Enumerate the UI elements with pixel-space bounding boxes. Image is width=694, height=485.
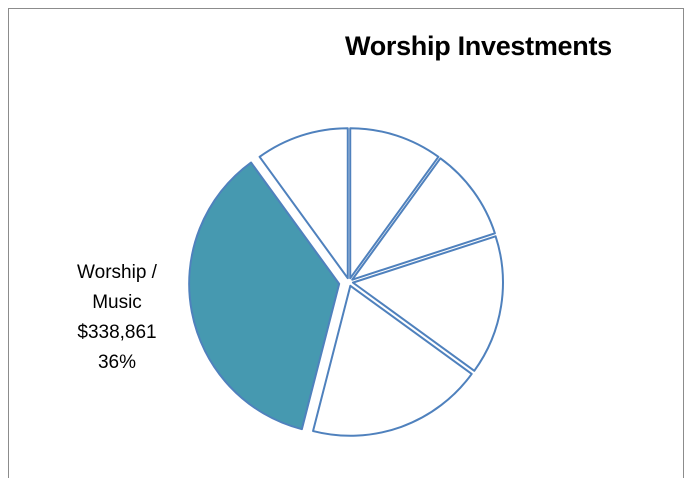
- slice-label-line-1: Worship /: [77, 262, 157, 283]
- slice-label-line-2: Music: [92, 292, 142, 313]
- pie-slice-3: [351, 235, 504, 372]
- worship-music-slice-label: Worship / Music $338,861 36%: [52, 258, 182, 378]
- pie-slice-2: [351, 157, 496, 281]
- pie-slice-4: [312, 284, 473, 437]
- pie-slice-1: [349, 127, 440, 280]
- slice-label-line-3: $338,861: [77, 322, 157, 343]
- pie-slice-6: [258, 127, 349, 280]
- slice-label-line-4: 36%: [97, 352, 137, 373]
- chart-title: Worship Investments: [345, 31, 612, 61]
- pie-slice-5: [188, 161, 341, 431]
